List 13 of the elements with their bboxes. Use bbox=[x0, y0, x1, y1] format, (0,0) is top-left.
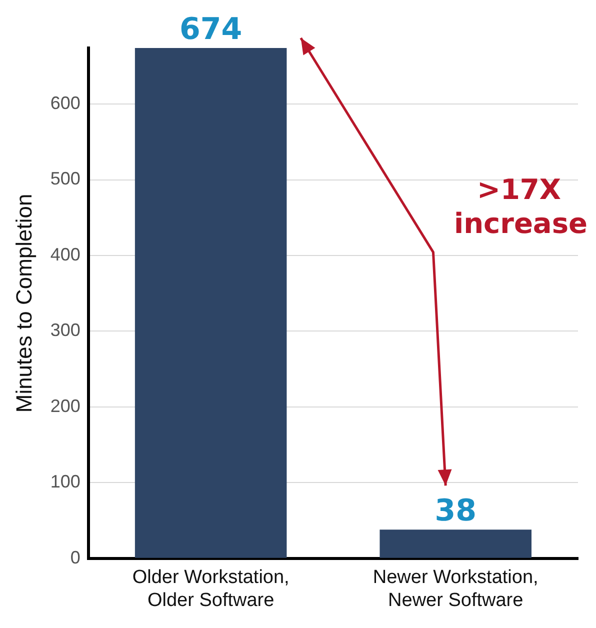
data-label: 674 bbox=[180, 12, 242, 47]
data-label: 38 bbox=[434, 493, 476, 528]
y-tick-label: 100 bbox=[50, 472, 80, 492]
y-axis-title: Minutes to Completion bbox=[11, 194, 36, 413]
y-tick-label: 500 bbox=[50, 168, 80, 189]
annotation: >17X increase bbox=[454, 173, 588, 241]
y-tick-label: 300 bbox=[50, 320, 80, 340]
y-tick-label: 600 bbox=[50, 93, 80, 114]
y-tick-label: 200 bbox=[50, 396, 80, 416]
y-tick-label: 0 bbox=[70, 547, 80, 568]
x-tick-label: Newer Workstation, Newer Software bbox=[372, 567, 538, 611]
x-tick-label: Older Workstation, Older Software bbox=[132, 567, 290, 611]
y-tick-label: 400 bbox=[50, 244, 80, 264]
